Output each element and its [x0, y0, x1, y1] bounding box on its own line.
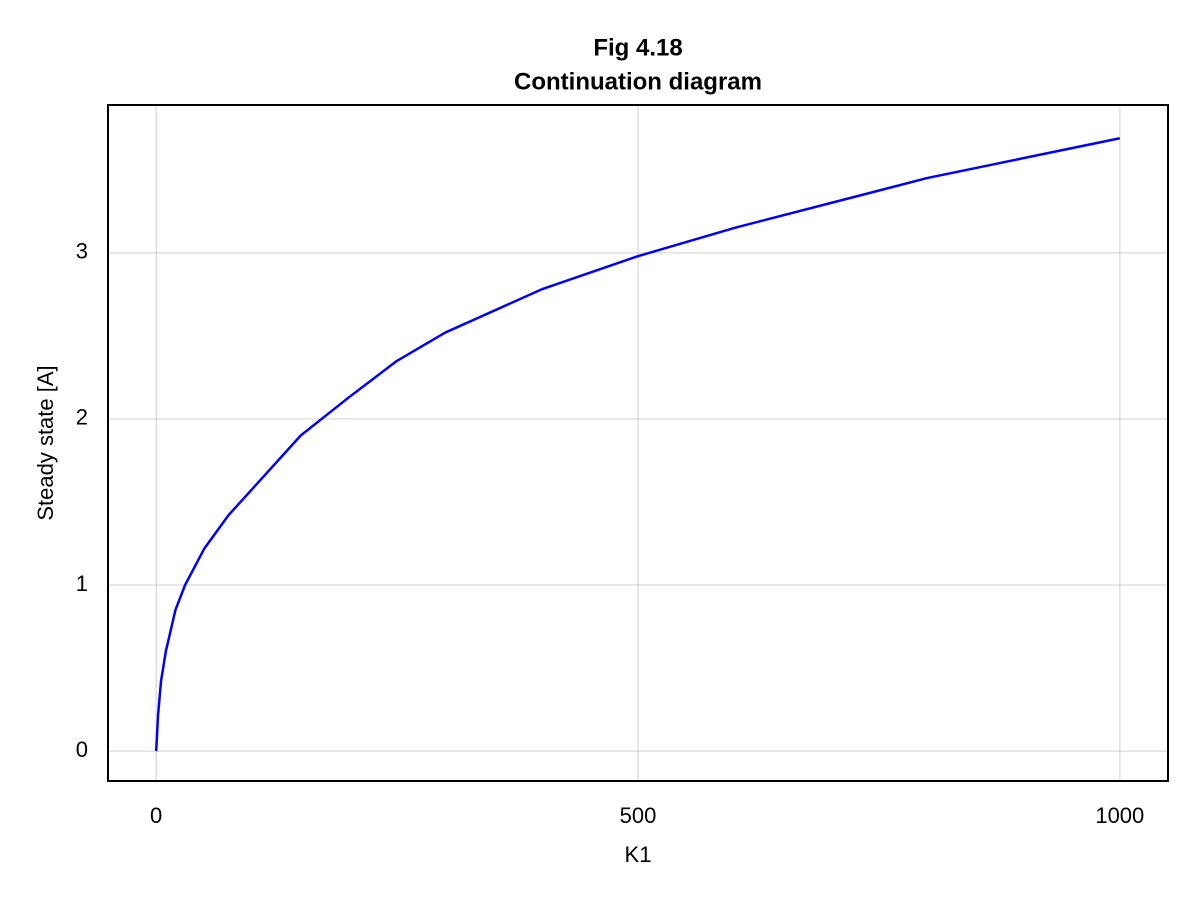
- plot-frame: [107, 104, 1169, 782]
- y-tick-label: 0: [76, 737, 88, 762]
- chart-title: Fig 4.18: [593, 34, 682, 61]
- y-tick-label: 3: [76, 239, 88, 264]
- y-tick-label: 2: [76, 405, 88, 430]
- data-line: [154, 136, 1121, 752]
- x-tick-label: 0: [150, 803, 162, 828]
- grid: [108, 105, 1168, 781]
- y-axis-label: Steady state [A]: [33, 365, 58, 520]
- x-tick-label: 500: [620, 803, 657, 828]
- x-axis-label: K1: [625, 842, 652, 867]
- chart-subtitle: Continuation diagram: [514, 68, 762, 95]
- y-tick-label: 1: [76, 571, 88, 596]
- x-tick-label: 1000: [1095, 803, 1144, 828]
